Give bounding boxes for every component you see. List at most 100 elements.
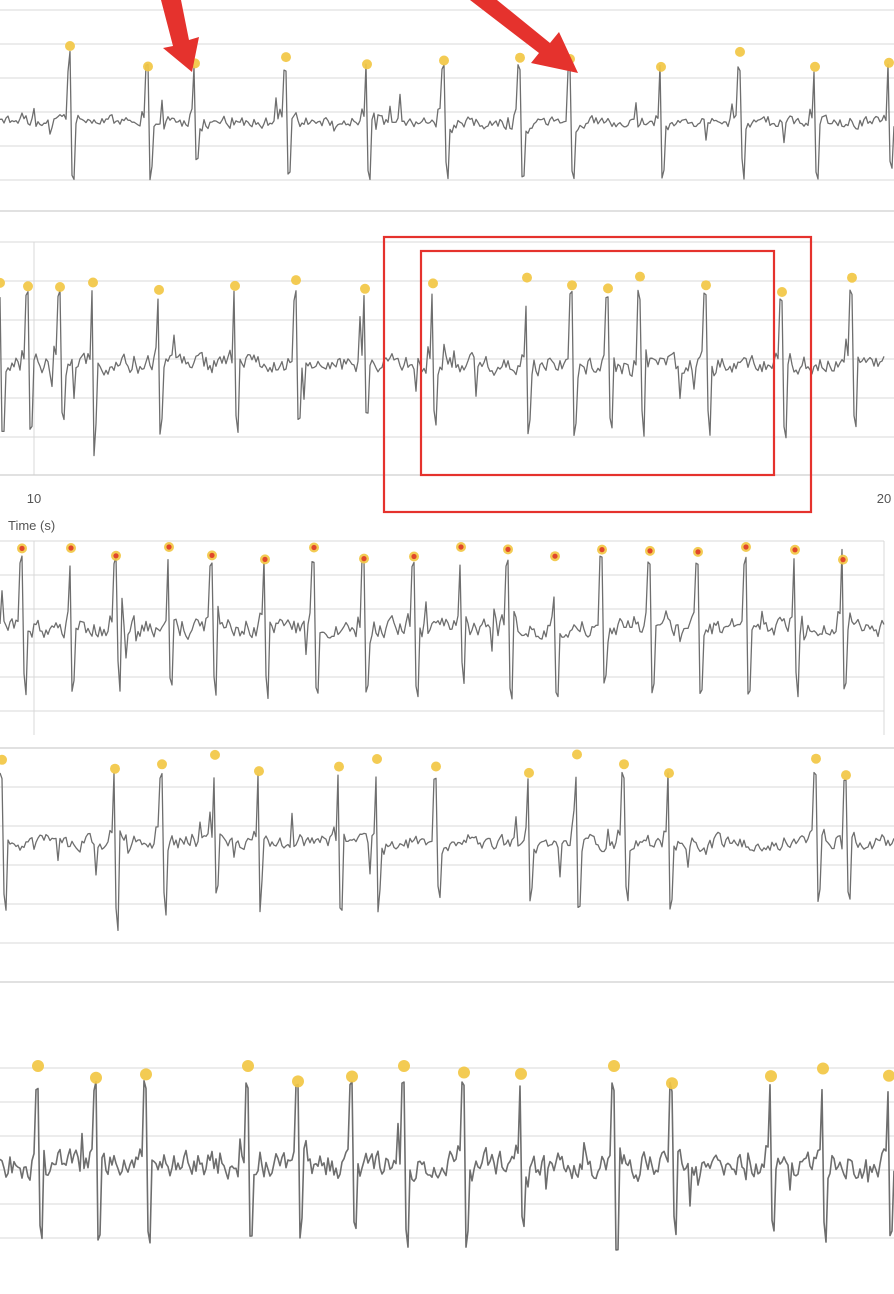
peak-marker [0,277,5,288]
peak-marker-center [209,552,215,559]
peak-marker-center [695,549,701,555]
peak-marker [157,759,167,770]
peak-marker [210,749,220,760]
peak-marker [398,1060,410,1072]
panel-3-ecg-trace [0,548,885,700]
peak-marker [32,1060,44,1072]
peak-marker [765,1070,777,1083]
ecg-panel-2: 10 20 Time (s) [0,235,894,533]
peak-marker [656,61,666,72]
panel-5-ecg-trace [0,1080,894,1251]
panel-3-peak-markers [17,542,848,565]
peak-marker [841,770,851,781]
peak-marker [619,759,629,770]
peak-marker-center [599,547,605,553]
peak-marker-center [19,545,25,552]
peak-marker [567,280,577,291]
peak-marker-center [792,547,798,553]
peak-marker-center [743,544,749,550]
peak-marker [334,761,344,772]
peak-marker [291,275,301,286]
peak-marker-center [647,548,653,554]
peak-marker-center [113,553,119,559]
peak-marker [777,287,787,297]
panel-1-ecg-trace [0,50,894,181]
x-axis-title: Time (s) [8,518,55,533]
peak-marker [0,754,7,765]
ecg-panel-5 [0,1060,894,1251]
peak-marker [55,282,65,292]
peak-marker [110,763,120,774]
panel-1-peak-markers [65,41,894,72]
peak-marker [140,1068,152,1081]
peak-marker [664,768,674,779]
peak-marker [735,46,745,57]
peak-marker [281,52,291,63]
peak-marker [701,280,711,291]
panel-4-grid [0,786,894,944]
peak-marker [292,1075,304,1088]
peak-marker-center [361,556,367,562]
peak-marker [230,280,240,291]
panel-4-ecg-trace [0,771,894,932]
peak-marker [522,272,532,283]
peak-marker [515,52,525,63]
ecg-panel-3 [0,540,885,735]
peak-marker [65,41,75,51]
panel-2-ecg-trace [0,289,885,457]
peak-marker-center [166,544,172,550]
panel-1-grid [0,9,894,181]
peak-marker [362,59,372,70]
arrow-icon [161,0,199,72]
peak-marker-center [311,544,317,551]
panel-3-grid [0,540,885,735]
red-arrow-1 [161,0,199,72]
panel-2-peak-markers [0,271,857,297]
peak-marker [817,1062,829,1075]
peak-marker [23,281,33,292]
peak-marker [515,1067,527,1080]
peak-marker [458,1066,470,1079]
ecg-panel-4 [0,747,894,983]
panel-5-peak-markers [32,1060,894,1090]
peak-marker [154,284,164,295]
ecg-panel-1 [0,9,894,212]
peak-marker [635,271,645,282]
peak-marker [428,278,438,289]
peak-marker-center [505,546,511,553]
peak-marker [372,754,382,764]
highlight-box-inner [419,249,776,477]
arrow-icon [470,0,578,73]
peak-marker-center [68,545,74,551]
peak-marker-center [411,553,417,560]
peak-marker-center [840,557,846,563]
red-arrow-2 [470,0,578,73]
panel-5-grid [0,1067,894,1239]
peak-marker [884,57,894,68]
peak-marker [524,767,534,778]
peak-marker-center [552,553,558,559]
peak-marker-center [262,556,268,563]
peak-marker-center [458,544,464,550]
peak-marker [847,272,857,283]
peak-marker [572,749,582,760]
peak-marker [254,766,264,777]
x-tick-label: 10 [27,491,41,506]
peak-marker [810,61,820,72]
peak-marker [143,61,153,72]
peak-marker [360,283,370,294]
peak-marker [811,753,821,764]
peak-marker [242,1060,254,1072]
x-tick-label: 20 [877,491,891,506]
peak-marker [88,277,98,288]
panel-4-peak-markers [0,749,851,781]
peak-marker [608,1060,620,1072]
peak-marker [666,1077,678,1090]
peak-marker [603,283,613,294]
peak-marker [431,761,441,772]
peak-marker [439,55,449,66]
peak-marker [883,1069,894,1082]
highlight-box-outer [382,235,813,514]
peak-marker [346,1070,358,1083]
